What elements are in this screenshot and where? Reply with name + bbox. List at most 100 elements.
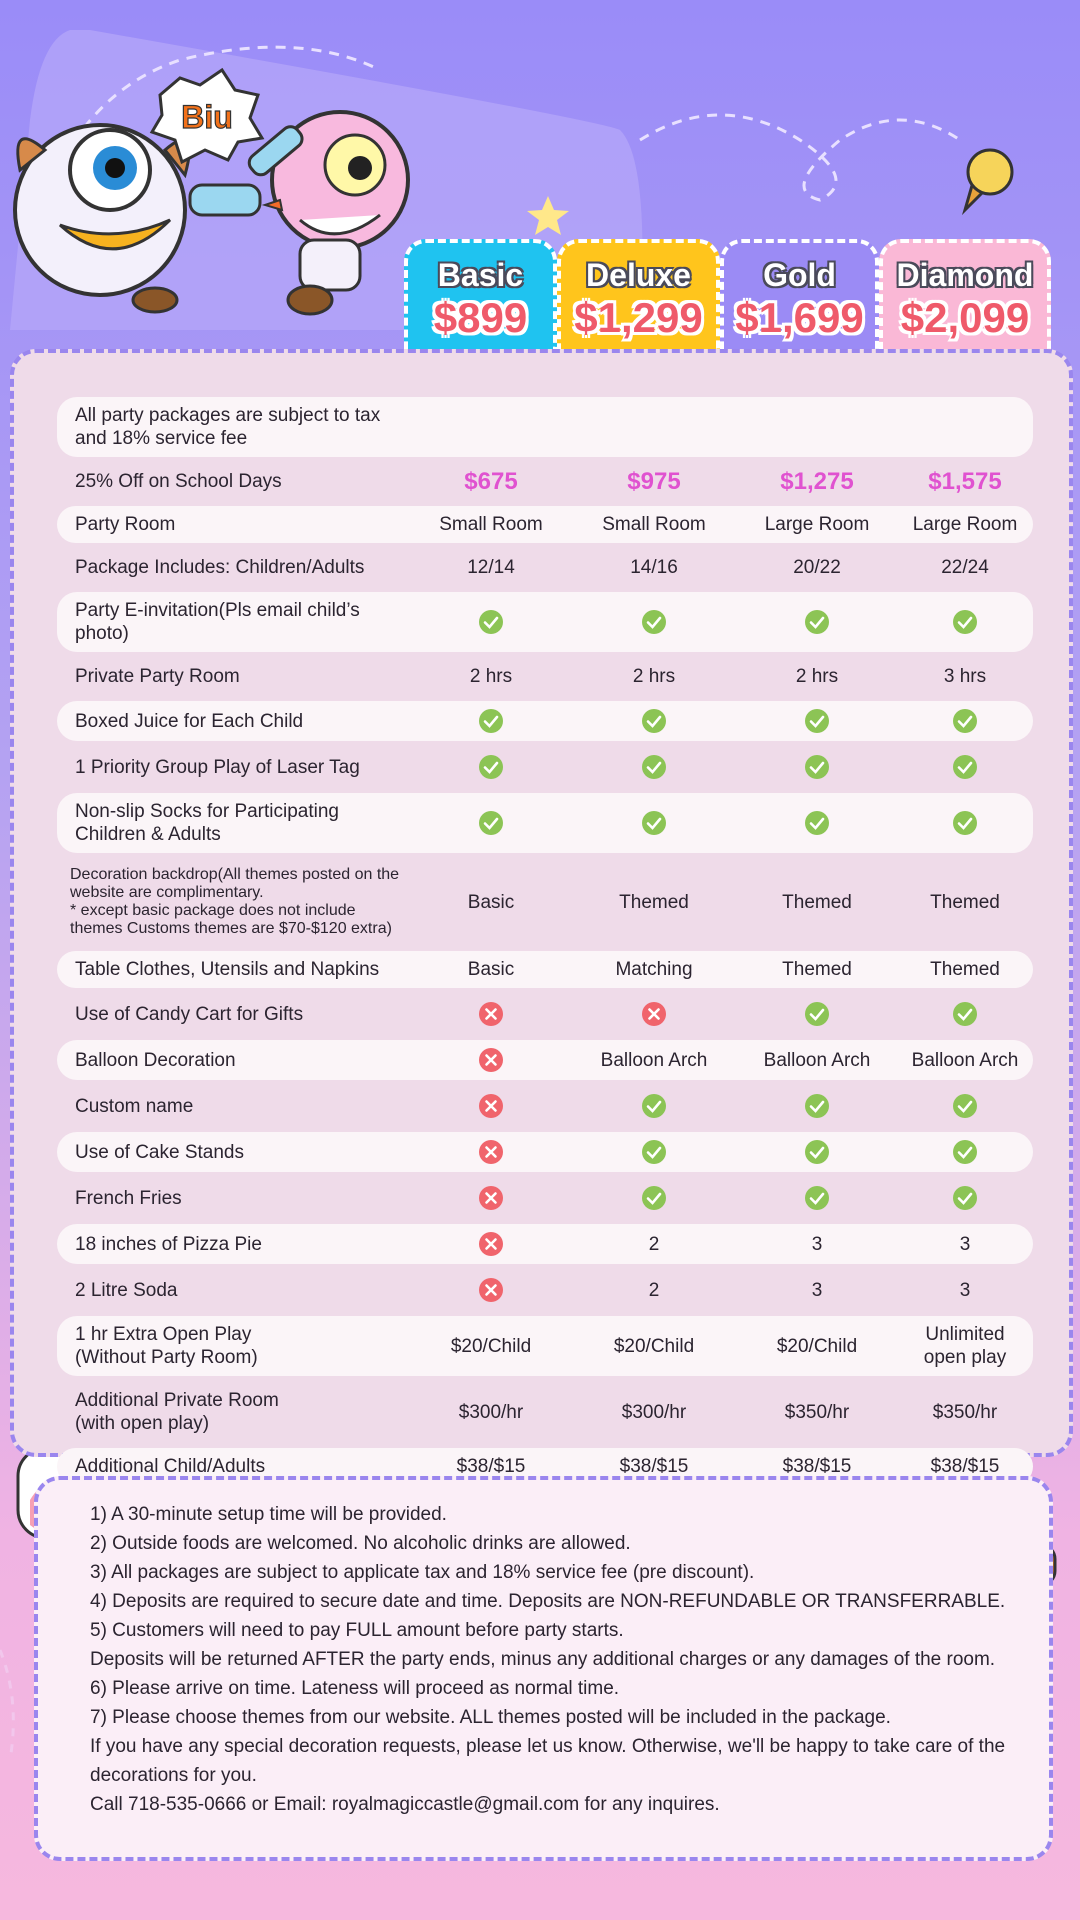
check-icon [642, 755, 666, 779]
cell: $300/hr [458, 1401, 524, 1423]
cell [411, 810, 571, 836]
table-row: Package Includes: Children/Adults 12/14 14… [57, 549, 1033, 586]
table-row: 1 Priority Group Play of Laser Tag [57, 747, 1033, 787]
cell: Large Room [764, 514, 870, 535]
note-line: 3) All packages are subject to applicate… [90, 1562, 755, 1583]
cross-icon [479, 1094, 503, 1118]
cell [571, 1001, 737, 1027]
cell: 2 hrs [632, 666, 676, 687]
note-line: 5) Customers will need to pay FULL amoun… [90, 1620, 624, 1641]
table-row: 18 inches of Pizza Pie 2 3 3 [57, 1224, 1033, 1264]
cell: $350/hr [932, 1401, 998, 1423]
check-icon [805, 1002, 829, 1026]
row-label: Use of Cake Stands [75, 1141, 244, 1163]
note-line: 6) Please arrive on time. Lateness will … [90, 1678, 620, 1699]
cell: $300/hr [621, 1401, 687, 1423]
comparison-panel: All party packages are subject to tax an… [10, 349, 1073, 1485]
row-label: Additional Child/Adults [75, 1456, 266, 1477]
check-icon [479, 709, 503, 733]
package-tab: Diamond $2,099 [879, 239, 1051, 351]
cell: 3 [811, 1233, 823, 1255]
table-row: Custom name [57, 1086, 1033, 1126]
note-line: 1) A 30-minute setup time will be provid… [90, 1504, 447, 1525]
table-row: Boxed Juice for Each Child [57, 701, 1033, 741]
check-icon [805, 610, 829, 634]
check-icon [642, 1186, 666, 1210]
cell [737, 1139, 897, 1165]
row-label: Balloon Decoration [75, 1049, 236, 1071]
check-icon [479, 811, 503, 835]
row-label: 25% Off on School Days [75, 471, 282, 492]
cell: $38/$15 [782, 1456, 852, 1477]
table-row: Use of Cake Stands [57, 1132, 1033, 1172]
cell [737, 1001, 897, 1027]
check-icon [642, 1094, 666, 1118]
row-label: Party E-invitation(Pls email child’s pho… [75, 600, 360, 644]
package-name: Deluxe [586, 257, 691, 293]
cell [411, 1277, 571, 1303]
cell [737, 1093, 897, 1119]
cell [411, 1231, 571, 1257]
cell [411, 609, 571, 635]
cell: Basic [467, 959, 515, 980]
check-icon [953, 1186, 977, 1210]
table-row: Table Clothes, Utensils and Napkins Basic… [57, 951, 1033, 988]
cell: 2 [648, 1279, 660, 1301]
cell [571, 1139, 737, 1165]
note-line: 4) Deposits are required to secure date … [90, 1591, 1006, 1612]
cell: Themed [782, 959, 852, 980]
check-icon [805, 1094, 829, 1118]
cell [571, 754, 737, 780]
dashed-curve [639, 113, 961, 202]
cell: 2 hrs [469, 666, 513, 687]
check-icon [642, 1140, 666, 1164]
cell: Themed [782, 891, 852, 913]
cross-icon [642, 1002, 666, 1026]
cell: Small Room [439, 514, 543, 535]
cell: $675 [464, 468, 518, 495]
check-icon [953, 1140, 977, 1164]
table-row: Non-slip Socks for Participating Childre… [57, 793, 1033, 853]
cross-icon [479, 1140, 503, 1164]
monster-left [13, 123, 262, 314]
cell: $20/Child [776, 1335, 858, 1357]
check-icon [642, 610, 666, 634]
cell [571, 1093, 737, 1119]
cell [737, 708, 897, 734]
check-icon [805, 709, 829, 733]
star [527, 196, 569, 235]
check-icon [805, 811, 829, 835]
cell: 20/22 [793, 557, 841, 578]
cell [897, 609, 1033, 635]
cell [897, 1093, 1033, 1119]
cell: $20/Child [450, 1335, 532, 1357]
table-row: French Fries [57, 1178, 1033, 1218]
cell [897, 754, 1033, 780]
row-label: Custom name [75, 1095, 194, 1117]
cell: $1,575 [928, 468, 1002, 495]
cell: Themed [930, 959, 1000, 980]
cell: 22/24 [941, 557, 989, 578]
table-row: Private Party Room 2 hrs 2 hrs 2 hrs 3 hrs [57, 658, 1033, 695]
row-label: Additional Private Room (with open play) [75, 1390, 279, 1434]
note-line: Deposits will be returned AFTER the part… [90, 1649, 996, 1670]
cell: $975 [627, 468, 681, 495]
cell: 2 hrs [795, 666, 839, 687]
package-name: Basic [437, 257, 524, 293]
package-tab: Gold $1,699 [720, 239, 879, 351]
row-label: Decoration backdrop(All themes posted on… [70, 866, 400, 937]
check-icon [953, 811, 977, 835]
cell [897, 1139, 1033, 1165]
cell: Matching [615, 959, 693, 980]
row-label: Boxed Juice for Each Child [75, 710, 304, 732]
check-icon [642, 709, 666, 733]
cell: 12/14 [467, 557, 515, 578]
row-label: Package Includes: Children/Adults [75, 557, 365, 578]
cell: Balloon Arch [911, 1049, 1019, 1071]
package-price: $899 [433, 294, 528, 341]
table-row: Party E-invitation(Pls email child’s pho… [57, 592, 1033, 652]
row-label: 1 Priority Group Play of Laser Tag [75, 756, 360, 778]
biu-bubble: Biu [149, 67, 265, 165]
cell: 2 [648, 1233, 660, 1255]
